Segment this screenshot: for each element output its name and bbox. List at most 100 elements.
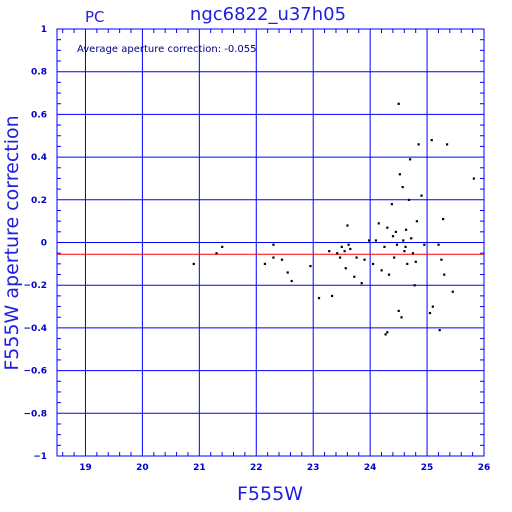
y-tick-label: −0.2 — [24, 281, 47, 291]
axis-ticks: 19 20 21 22 23 24 25 26 1 0.8 0.6 0.4 0.2 0 −0.2 −0.4 −0… — [24, 25, 491, 473]
x-tick-label: 22 — [250, 463, 263, 473]
data-point — [437, 243, 440, 246]
corner-label: PC — [85, 8, 105, 26]
data-point — [363, 258, 366, 261]
data-point — [395, 243, 399, 246]
x-tick-label: 19 — [79, 463, 92, 473]
data-point — [390, 203, 393, 206]
data-point — [420, 194, 423, 197]
data-point — [410, 237, 413, 240]
data-point — [405, 228, 408, 231]
data-point — [386, 331, 389, 334]
y-axis-label: F555W aperture correction — [1, 115, 23, 370]
y-tick-label: −0.6 — [24, 367, 47, 377]
data-point — [442, 218, 445, 221]
data-point — [397, 102, 400, 105]
data-point — [443, 273, 446, 276]
y-tick-label: 0.2 — [31, 196, 47, 206]
data-point — [413, 284, 416, 287]
data-point — [394, 230, 397, 234]
data-point — [355, 256, 358, 259]
chart-title: ngc6822_u37h05 — [190, 4, 346, 25]
x-tick-label: 23 — [307, 463, 320, 473]
data-point — [349, 247, 352, 251]
y-tick-label: 1 — [41, 25, 47, 35]
y-tick-label: 0.4 — [31, 153, 47, 163]
data-point — [383, 245, 386, 248]
data-point — [445, 143, 449, 146]
data-point — [407, 198, 411, 201]
data-point — [371, 262, 375, 266]
data-point — [411, 252, 415, 255]
data-point — [404, 245, 407, 248]
data-point — [263, 262, 267, 266]
data-point — [272, 243, 275, 246]
data-point — [340, 245, 343, 248]
grid — [57, 29, 484, 456]
y-tick-label: −1 — [33, 452, 47, 462]
data-point — [472, 177, 475, 180]
data-point — [353, 275, 356, 278]
data-point — [417, 143, 420, 146]
data-point — [391, 235, 395, 238]
y-tick-label: 0 — [41, 239, 47, 249]
data-point — [192, 262, 195, 266]
data-point — [380, 269, 383, 272]
data-point — [221, 245, 224, 248]
data-point — [272, 256, 275, 259]
data-point — [397, 309, 400, 313]
x-tick-label: 25 — [421, 463, 434, 473]
data-point — [403, 250, 406, 253]
data-point — [338, 256, 342, 259]
average-annotation: Average aperture correction: -0.055 — [77, 44, 257, 55]
data-point — [438, 329, 441, 332]
data-point — [346, 224, 349, 227]
data-point — [309, 264, 312, 268]
data-point — [393, 256, 396, 259]
y-tick-label: 0.6 — [31, 110, 47, 120]
x-tick-label: 21 — [193, 463, 206, 473]
data-point — [328, 250, 331, 253]
data-points — [192, 102, 475, 336]
data-point — [414, 260, 417, 263]
x-axis-label: F555W — [237, 483, 303, 505]
y-tick-label: −0.8 — [24, 409, 47, 419]
data-point — [377, 222, 380, 225]
data-point — [402, 239, 405, 242]
data-point — [215, 252, 218, 255]
data-point — [367, 239, 371, 242]
data-point — [451, 290, 454, 293]
data-point — [428, 311, 432, 315]
data-point — [423, 243, 426, 246]
data-point — [336, 252, 339, 255]
data-point — [431, 305, 434, 308]
data-point — [330, 294, 334, 298]
data-point — [290, 279, 293, 283]
x-tick-label: 20 — [136, 463, 149, 473]
data-point — [280, 258, 284, 261]
data-point — [415, 220, 419, 223]
plot-frame — [56, 28, 485, 457]
data-point — [386, 226, 389, 229]
data-point — [440, 258, 443, 261]
data-point — [401, 185, 404, 189]
data-point — [398, 173, 401, 176]
data-point — [430, 139, 433, 142]
data-point — [408, 158, 412, 161]
data-point — [286, 271, 289, 274]
data-point — [343, 250, 346, 253]
data-point — [374, 239, 378, 242]
x-tick-label: 24 — [364, 463, 377, 473]
data-point — [360, 282, 363, 285]
data-point — [387, 273, 391, 276]
data-point — [400, 316, 403, 319]
y-tick-label: −0.4 — [24, 324, 47, 334]
data-point — [384, 333, 387, 336]
data-point — [406, 262, 409, 266]
data-point — [347, 243, 350, 246]
x-tick-label: 26 — [478, 463, 491, 473]
y-tick-label: 0.8 — [31, 68, 47, 78]
data-point — [317, 297, 321, 300]
data-point — [344, 267, 347, 270]
